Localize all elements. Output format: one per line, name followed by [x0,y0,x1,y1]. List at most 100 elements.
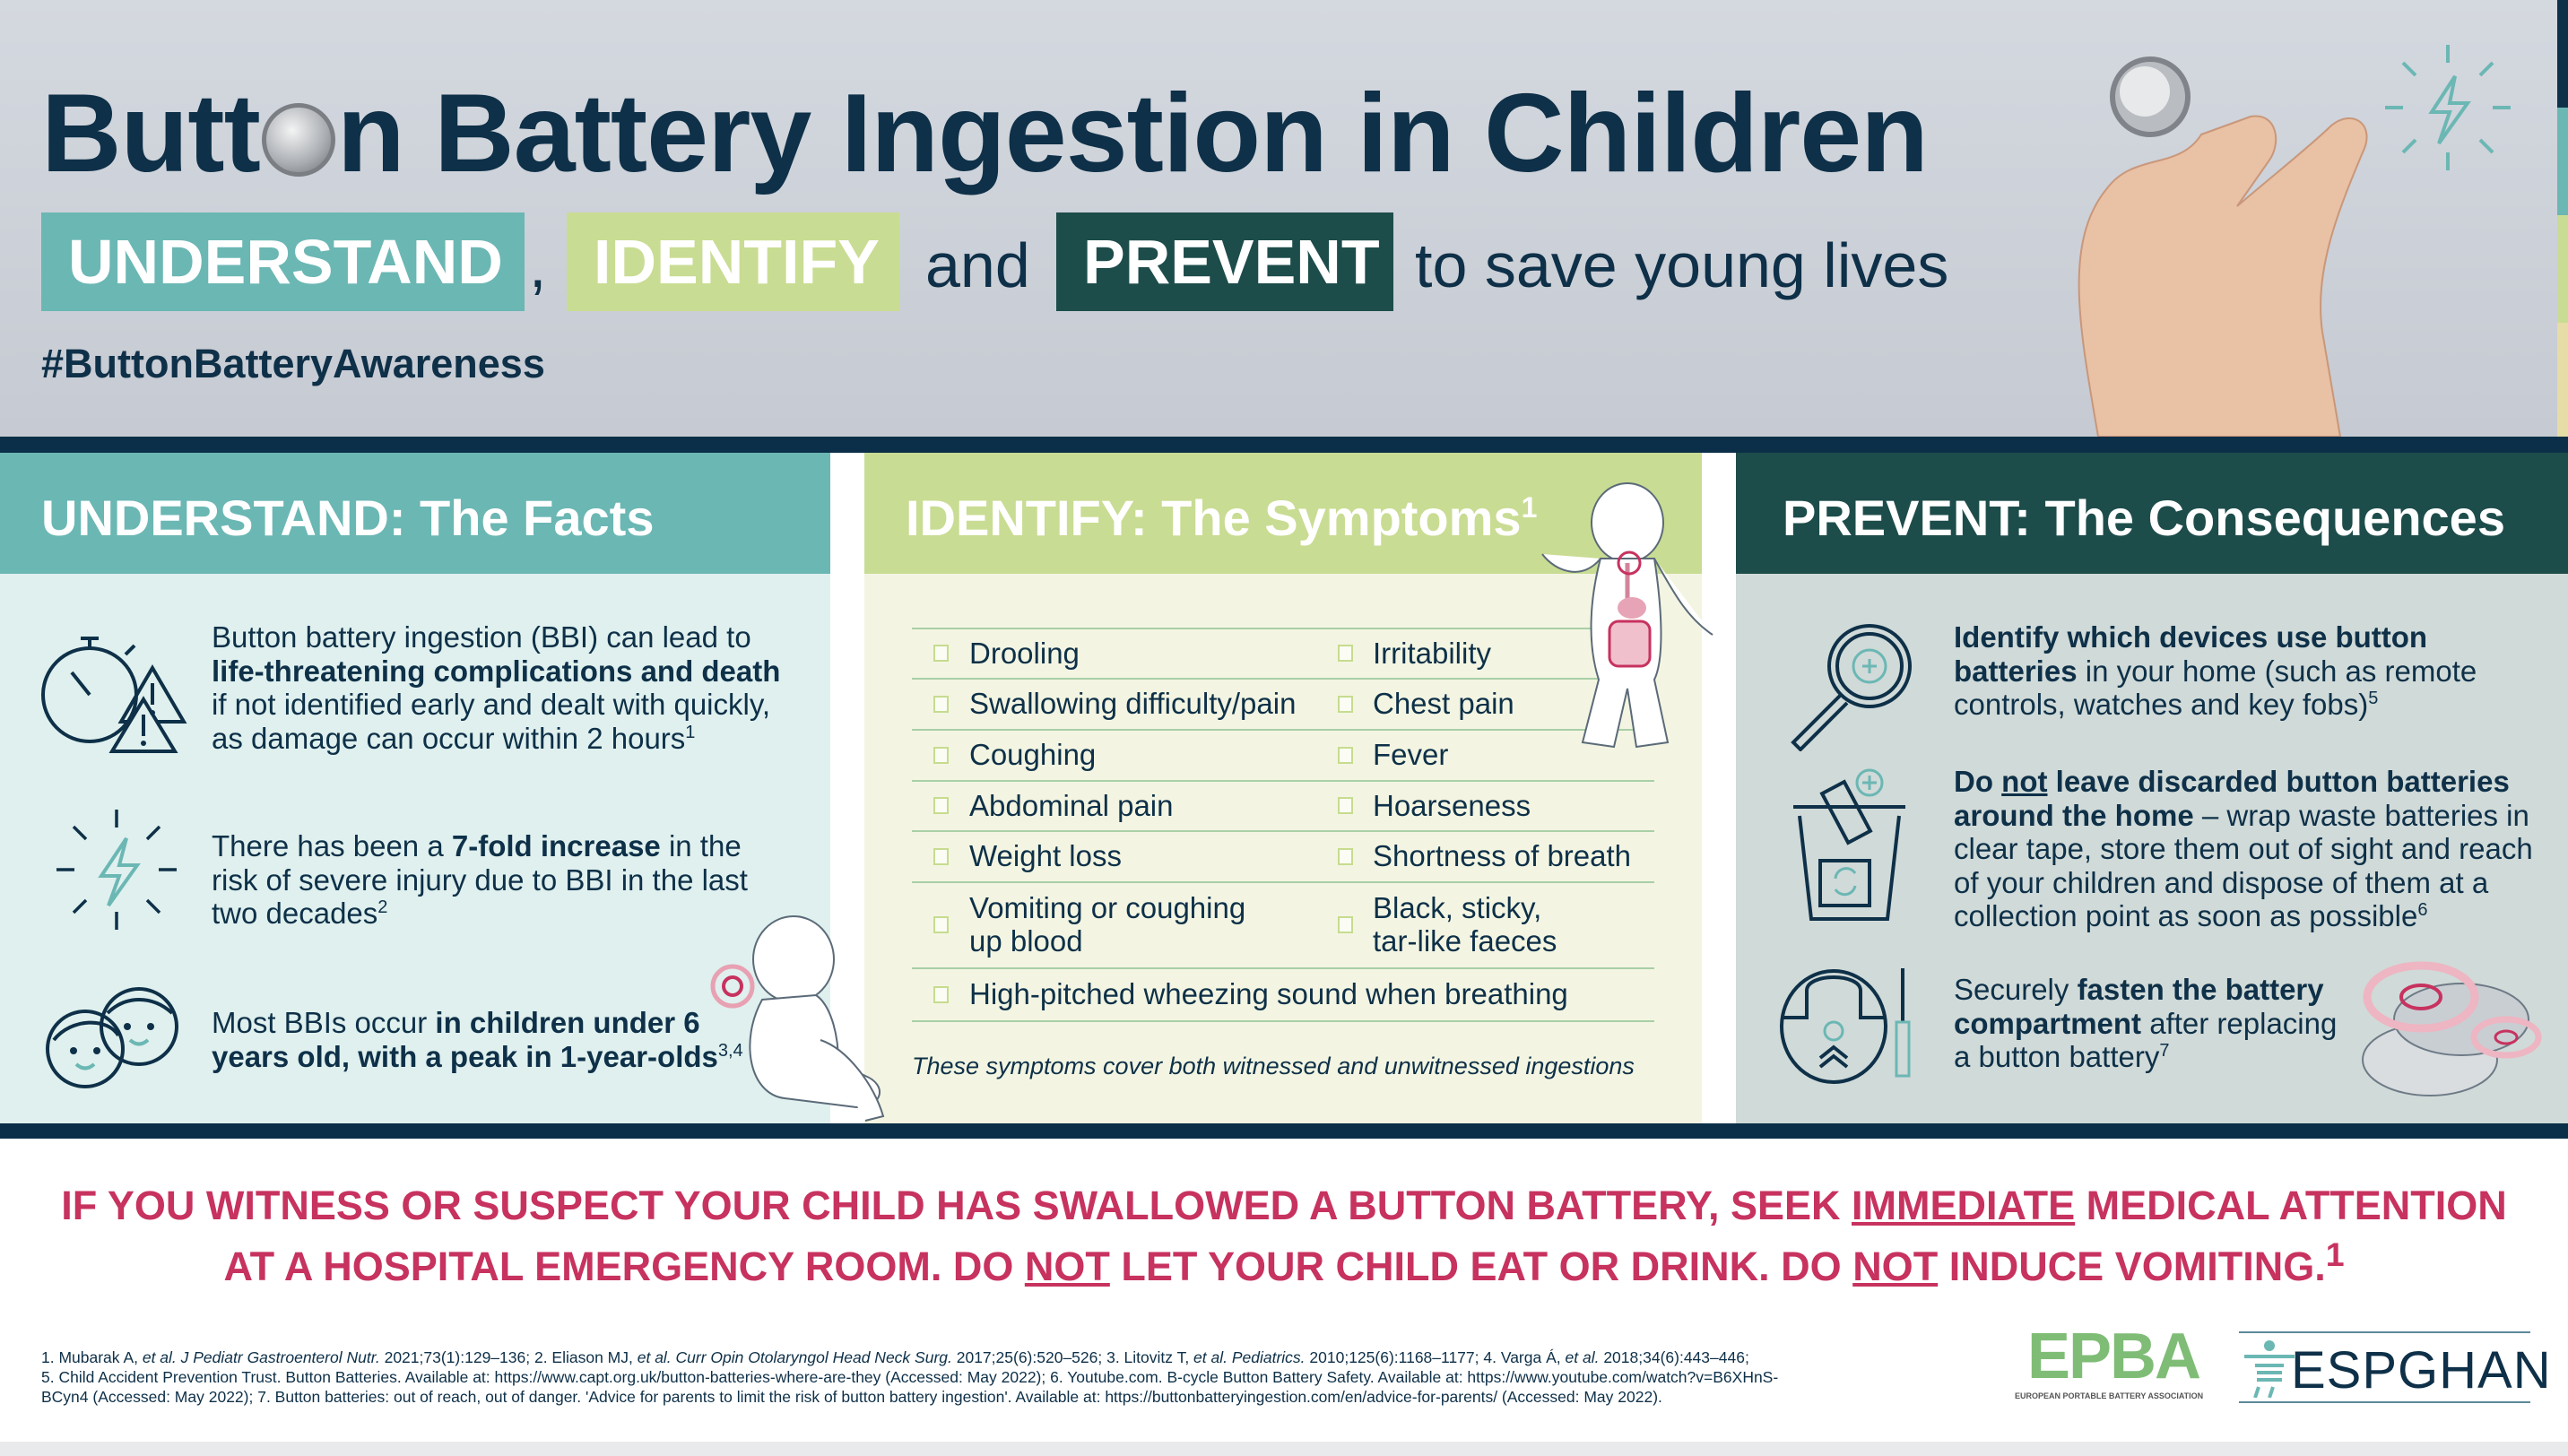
row-divider [912,1020,1654,1022]
text-segment: MEDICAL ATTENTION [2075,1183,2507,1228]
text-segment: leave discarded button batteries around … [1954,765,2510,832]
page-title: Button Battery Ingestion in Children [41,70,1929,197]
row-divider [912,881,1654,883]
symptom-label: Fever [1373,738,1449,771]
espghan-logo: ESPGHAN [2239,1331,2551,1403]
footnote-ref: 6 [2417,900,2428,920]
stopwatch-warning-icon [41,637,187,753]
espghan-logo-text: ESPGHAN [2291,1341,2552,1400]
footnote-ref: 3,4 [717,1040,743,1061]
footnote-ref: 1 [1521,491,1538,524]
row-divider [912,967,1654,969]
text-segment: et al. Curr Opin Otolaryngol Head Neck S… [637,1348,952,1366]
symptom-label: Vomiting or coughing up blood [969,891,1246,958]
text-segment: not [2001,765,2048,798]
text-segment: 2010;125(6):1168–1177; 4. Varga Á, [1305,1348,1566,1366]
fact-age-peak: Most BBIs occur in children under 6 year… [212,1006,750,1073]
epba-logo: EPBA EUROPEAN PORTABLE BATTERY ASSOCIATI… [2015,1324,2204,1406]
edge-stripe [2557,0,2568,108]
text-segment: et al. J Pediatr Gastroenterol Nutr. [142,1348,380,1366]
text-segment: INDUCE VOMITING. [1938,1244,2326,1289]
symptom-checkbox[interactable] [1338,847,1353,865]
symptom-checkbox[interactable] [1338,797,1353,814]
text-segment: in the risk of severe injury due to BBI … [212,829,748,930]
bottom-strip [0,1442,2568,1456]
text-segment: NOT [1024,1244,1110,1289]
symptom-checkbox[interactable] [933,797,949,814]
edge-stripe [2557,215,2568,323]
symptom-label: Chest pain [1373,687,1514,720]
text-segment: in your home (such as remote controls, w… [1954,654,2477,722]
children-faces-icon [46,987,178,1088]
symptom-checkbox[interactable] [933,645,949,662]
lightning-burst-icon [2385,45,2511,170]
symptom-checkbox[interactable] [1338,746,1353,764]
text-segment: 7-fold increase [451,829,661,862]
symptom-checkbox[interactable] [933,985,949,1003]
symptom-label: Abdominal pain [969,788,1174,822]
symptom-label: Drooling [969,636,1080,670]
prevent-identify-devices: Identify which devices use button batter… [1954,620,2537,722]
lightning-burst-icon [56,810,177,930]
text-segment: 2018;34(6):443–446; [1599,1348,1749,1366]
symptom-label: Hoarseness [1373,788,1531,822]
prevent-fasten-compartment: Securely fasten the battery compartment … [1954,973,2348,1074]
footnote-ref: 5 [2368,689,2379,708]
toddler-digestive-system-illustration [1541,482,1713,749]
symptom-checkbox[interactable] [933,916,949,933]
symptom-checkbox[interactable] [933,746,949,764]
symptoms-note: These symptoms cover both witnessed and … [912,1053,1635,1079]
footnote-ref: 1 [2325,1235,2345,1273]
understand-heading: UNDERSTAND: The Facts [0,453,830,574]
symptom-label: Swallowing difficulty/pain [969,687,1297,720]
espghan-figure-icon [2244,1340,2295,1398]
text-segment: AT A HOSPITAL EMERGENCY ROOM. DO [223,1244,1025,1289]
text-segment: Identify which devices use button batter… [1954,620,2428,688]
text-segment: Button battery ingestion (BBI) can lead … [212,620,751,654]
symptom-label: Irritability [1373,636,1492,670]
text-segment: Securely [1954,973,2078,1006]
epba-logo-subtitle: EUROPEAN PORTABLE BATTERY ASSOCIATION [2015,1391,2204,1400]
footnote-ref: 7 [2159,1041,2170,1061]
identify-panel [864,574,1702,1123]
text-segment: in children under 6 years old, with a pe… [212,1006,718,1073]
symptom-checkbox[interactable] [1338,916,1353,933]
text-segment: if not identified early and dealt with q… [212,688,771,755]
text-segment: 5. Child Accident Prevention Trust. Butt… [41,1368,1779,1386]
symptom-checkbox[interactable] [1338,695,1353,713]
identify-tag: IDENTIFY [567,212,899,311]
text-segment: LET YOUR CHILD EAT OR DRINK. DO [1109,1244,1853,1289]
references: 1. Mubarak A, et al. J Pediatr Gastroent… [41,1348,1861,1407]
symptom-checkbox[interactable] [933,695,949,713]
symptom-label: Black, sticky, tar-like faeces [1373,891,1557,958]
text-segment: after replacing a button battery [1954,1006,2338,1074]
text-segment: NOT [1852,1244,1939,1289]
tagline: to save young lives [1415,230,1949,300]
emergency-warning: IF YOU WITNESS OR SUSPECT YOUR CHILD HAS… [0,1182,2568,1291]
and-text: and [925,230,1030,300]
hand-holding-battery-illustration [2078,56,2368,437]
text-segment: There has been a [212,829,452,862]
row-divider [912,678,1654,680]
row-divider [912,729,1654,731]
symptom-checkbox[interactable] [933,847,949,865]
text-segment: Do [1954,765,2002,798]
edge-stripe [2557,108,2568,215]
symptom-checkbox[interactable] [1338,645,1353,662]
title-text: n Battery Ingestion in Children [336,72,1929,195]
understand-panel [0,574,830,1123]
battery-bin-icon [1793,768,1905,921]
fact-7-fold-increase: There has been a 7-fold increase in the … [212,829,785,931]
text-segment: IF YOU WITNESS OR SUSPECT YOUR CHILD HAS… [61,1183,1852,1228]
button-batteries-illustration [2362,961,2542,1096]
text-segment: et al. Pediatrics. [1193,1348,1306,1366]
row-divider [912,628,1654,629]
understand-tag: UNDERSTAND [41,212,525,311]
text-segment: IMMEDIATE [1852,1183,2076,1228]
text-segment: et al. [1565,1348,1600,1366]
prevent-heading: PREVENT: The Consequences [1736,453,2568,574]
prevent-discarded-batteries: Do not leave discarded button batteries … [1954,765,2546,933]
identify-heading-text: IDENTIFY: The Symptoms [906,490,1522,546]
fact-bbi-complications: Button battery ingestion (BBI) can lead … [212,620,803,755]
hashtag: #ButtonBatteryAwareness [41,341,545,386]
